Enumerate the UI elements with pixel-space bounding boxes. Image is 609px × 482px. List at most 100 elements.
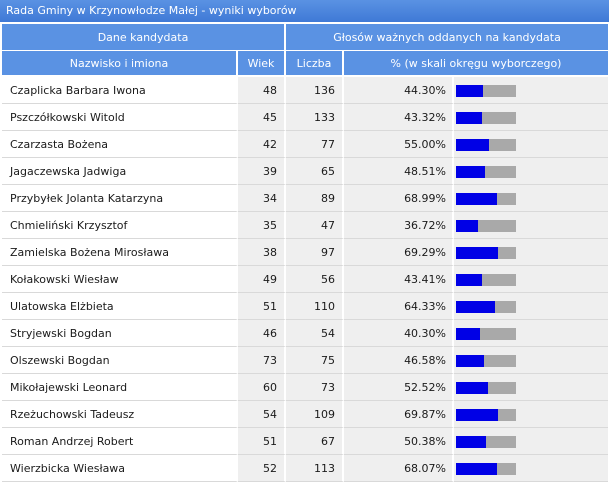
candidate-name: Czaplicka Barbara Iwona [2, 77, 238, 104]
vote-count: 73 [286, 374, 345, 401]
candidate-age: 35 [238, 212, 287, 239]
candidate-name: Mikołajewski Leonard [2, 374, 238, 401]
results-table: Dane kandydata Głosów ważnych oddanych n… [2, 24, 609, 482]
vote-bar-cell [454, 428, 609, 455]
vote-bar-cell [454, 455, 609, 482]
column-header-age: Wiek [238, 51, 287, 77]
candidate-age: 73 [238, 347, 287, 374]
vote-count: 89 [286, 185, 345, 212]
table-row: Jagaczewska Jadwiga 39 65 48.51% [2, 158, 609, 185]
vote-share-bar-fill [456, 327, 481, 340]
vote-share-bar [456, 246, 517, 259]
vote-count: 136 [286, 77, 345, 104]
vote-bar-cell [454, 266, 609, 293]
vote-count: 54 [286, 320, 345, 347]
table-row: Zamielska Bożena Mirosława 38 97 69.29% [2, 239, 609, 266]
candidate-age: 39 [238, 158, 287, 185]
vote-percent: 52.52% [344, 374, 455, 401]
vote-count: 67 [286, 428, 345, 455]
vote-bar-cell [454, 185, 609, 212]
table-row: Wierzbicka Wiesława 52 113 68.07% [2, 455, 609, 482]
vote-percent: 69.29% [344, 239, 455, 266]
vote-count: 113 [286, 455, 345, 482]
vote-percent: 40.30% [344, 320, 455, 347]
vote-bar-cell [454, 374, 609, 401]
vote-percent: 43.41% [344, 266, 455, 293]
candidate-name: Olszewski Bogdan [2, 347, 238, 374]
vote-percent: 46.58% [344, 347, 455, 374]
vote-share-bar [456, 111, 517, 124]
vote-share-bar-fill [456, 462, 498, 475]
vote-percent: 44.30% [344, 77, 455, 104]
vote-count: 109 [286, 401, 345, 428]
candidate-age: 38 [238, 239, 287, 266]
vote-percent: 50.38% [344, 428, 455, 455]
candidate-age: 52 [238, 455, 287, 482]
vote-count: 133 [286, 104, 345, 131]
vote-share-bar [456, 192, 517, 205]
vote-share-bar [456, 354, 517, 367]
candidate-name: Zamielska Bożena Mirosława [2, 239, 238, 266]
vote-percent: 55.00% [344, 131, 455, 158]
column-header-percent: % (w skali okręgu wyborczego) [344, 51, 609, 77]
results-rows: Czaplicka Barbara Iwona 48 136 44.30% Pszczó… [2, 77, 609, 482]
table-row: Ulatowska Elżbieta 51 110 64.33% [2, 293, 609, 320]
header-candidate-data: Dane kandydata [2, 24, 287, 51]
vote-percent: 68.99% [344, 185, 455, 212]
candidate-name: Roman Andrzej Robert [2, 428, 238, 455]
vote-percent: 36.72% [344, 212, 455, 239]
vote-percent: 64.33% [344, 293, 455, 320]
vote-share-bar [456, 408, 517, 421]
candidate-age: 46 [238, 320, 287, 347]
candidate-age: 34 [238, 185, 287, 212]
candidate-name: Chmieliński Krzysztof [2, 212, 238, 239]
table-row: Czarzasta Bożena 42 77 55.00% [2, 131, 609, 158]
vote-share-bar-fill [456, 111, 483, 124]
vote-bar-cell [454, 131, 609, 158]
vote-share-bar-fill [456, 381, 489, 394]
vote-share-bar-fill [456, 273, 483, 286]
vote-share-bar [456, 84, 517, 97]
vote-share-bar-fill [456, 300, 496, 313]
table-row: Przybyłek Jolanta Katarzyna 34 89 68.99% [2, 185, 609, 212]
vote-share-bar [456, 462, 517, 475]
table-row: Pszczółkowski Witold 45 133 43.32% [2, 104, 609, 131]
candidate-name: Stryjewski Bogdan [2, 320, 238, 347]
vote-share-bar [456, 138, 517, 151]
vote-count: 75 [286, 347, 345, 374]
candidate-name: Przybyłek Jolanta Katarzyna [2, 185, 238, 212]
table-row: Rzeżuchowski Tadeusz 54 109 69.87% [2, 401, 609, 428]
candidate-name: Kołakowski Wiesław [2, 266, 238, 293]
candidate-age: 49 [238, 266, 287, 293]
vote-percent: 43.32% [344, 104, 455, 131]
vote-bar-cell [454, 347, 609, 374]
candidate-age: 42 [238, 131, 287, 158]
table-row: Stryjewski Bogdan 46 54 40.30% [2, 320, 609, 347]
table-row: Kołakowski Wiesław 49 56 43.41% [2, 266, 609, 293]
candidate-name: Jagaczewska Jadwiga [2, 158, 238, 185]
candidate-name: Ulatowska Elżbieta [2, 293, 238, 320]
table-row: Mikołajewski Leonard 60 73 52.52% [2, 374, 609, 401]
candidate-name: Rzeżuchowski Tadeusz [2, 401, 238, 428]
vote-count: 56 [286, 266, 345, 293]
candidate-name: Czarzasta Bożena [2, 131, 238, 158]
table-row: Roman Andrzej Robert 51 67 50.38% [2, 428, 609, 455]
vote-percent: 48.51% [344, 158, 455, 185]
vote-share-bar-fill [456, 192, 498, 205]
candidate-name: Pszczółkowski Witold [2, 104, 238, 131]
vote-share-bar [456, 300, 517, 313]
column-header-count: Liczba [286, 51, 345, 77]
table-row: Czaplicka Barbara Iwona 48 136 44.30% [2, 77, 609, 104]
vote-bar-cell [454, 212, 609, 239]
candidate-age: 51 [238, 428, 287, 455]
vote-count: 47 [286, 212, 345, 239]
candidate-name: Wierzbicka Wiesława [2, 455, 238, 482]
vote-bar-cell [454, 239, 609, 266]
candidate-age: 51 [238, 293, 287, 320]
vote-share-bar [456, 327, 517, 340]
vote-share-bar-fill [456, 246, 499, 259]
vote-count: 65 [286, 158, 345, 185]
vote-bar-cell [454, 320, 609, 347]
vote-bar-cell [454, 158, 609, 185]
